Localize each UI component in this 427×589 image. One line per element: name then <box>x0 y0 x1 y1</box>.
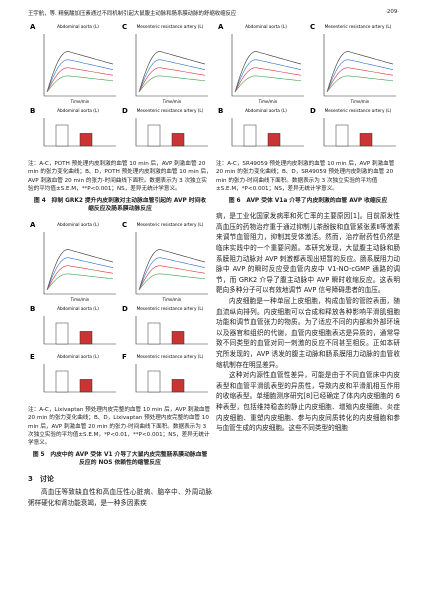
trace <box>46 265 114 290</box>
trace <box>326 51 394 93</box>
panel-title: Abdominal aorta (L) <box>57 306 99 311</box>
bar <box>171 330 185 345</box>
paragraph: 病，是工业化国家发病率和死亡率的主要原因[1]。目前原发性高血压的药物治疗重于通… <box>216 212 400 295</box>
bar <box>79 330 93 345</box>
panel-label: E <box>30 353 35 361</box>
figure: A Abdominal aorta (L) Time/min C Mesenteric … <box>30 23 208 147</box>
bar <box>147 124 161 147</box>
panel-title: Abdominal aorta (L) <box>245 108 287 113</box>
figure-caption: 图 6 AVP 受体 V1a 介导了内皮刺激的血管 AVP 收缩反应 <box>228 197 388 204</box>
panel-label: C <box>122 23 127 31</box>
left-column: A Abdominal aorta (L) Time/min C Mesenteric … <box>28 22 212 508</box>
panel-title: Mesenteric resistance artery (L) <box>137 24 204 29</box>
bar <box>55 370 69 393</box>
panel-label: D <box>122 305 128 313</box>
axes <box>43 231 116 295</box>
panel-title: Abdominal aorta (L) <box>57 24 99 29</box>
bar <box>79 133 93 147</box>
paragraph: 这种对内源性血管性差异，可能是由于不同血管床中内皮表型和血管平滑肌表型的异质性，… <box>216 371 400 433</box>
x-axis-label: Time/min <box>70 297 90 302</box>
bar <box>171 133 185 147</box>
panel-title: Mesenteric resistance artery (L) <box>325 24 392 29</box>
axes <box>135 34 208 97</box>
figure-note: 注：A-C，Lixivaptan 预处理内皮完整的血管 10 min 后，AVP… <box>28 406 211 447</box>
x-axis-label: Time/min <box>258 99 278 104</box>
panel-label: B <box>30 107 35 115</box>
trace <box>46 67 114 93</box>
trace <box>326 75 394 93</box>
bar <box>147 370 161 393</box>
trace <box>46 59 114 93</box>
trace <box>234 51 302 93</box>
x-axis-label: Time/min <box>70 99 90 104</box>
trace <box>234 59 302 93</box>
trace <box>138 67 206 93</box>
trace <box>326 67 394 93</box>
right-column: A Abdominal aorta (L) Time/min C Mesenteric … <box>216 22 400 434</box>
panel-label: C <box>122 221 127 229</box>
panel-title: Mesenteric resistance artery (L) <box>137 108 204 113</box>
trace <box>138 51 206 93</box>
trace <box>138 75 206 93</box>
panel-label: B <box>30 305 35 313</box>
trace <box>138 249 206 290</box>
bar <box>55 322 69 345</box>
axes <box>135 231 208 295</box>
trace <box>46 249 114 290</box>
trace <box>46 257 114 290</box>
trace <box>234 67 302 93</box>
panel-label: F <box>122 353 127 361</box>
axes <box>43 34 116 97</box>
panel-title: Abdominal aorta (L) <box>57 222 99 227</box>
panel-title: Abdominal aorta (L) <box>57 108 99 113</box>
panel-label: B <box>218 107 223 115</box>
bar <box>171 378 185 393</box>
figure: A Abdominal aorta (L) Time/min C Mesenteric … <box>218 23 396 147</box>
panel-label: A <box>30 23 36 31</box>
bar <box>267 133 281 147</box>
panel-title: Mesenteric resistance artery (L) <box>137 306 204 311</box>
bar <box>79 378 93 393</box>
panel-label: D <box>310 107 316 115</box>
figure-caption: 图 5 内皮中的 AVP 受体 V1 介导了大鼠内皮完整肠系膜动脉血管反应的 N… <box>32 451 208 467</box>
figure: A Abdominal aorta (L) Time/min C Mesenteric … <box>30 221 208 393</box>
trace <box>46 75 114 93</box>
bar <box>243 124 257 147</box>
trace <box>138 273 206 290</box>
paragraph: 高血压等致缺血性和高血压性心脏病、脑卒中、外周动脉粥样硬化和肾功能衰竭，是一种多… <box>28 488 212 507</box>
paragraph: 内皮细胞是一种单层上皮细胞，构成血管的管腔表面，随血流纵向排列。内皮细胞可以合成… <box>216 296 400 369</box>
trace <box>46 51 114 93</box>
running-title: 王宇航，等. 精氨酸加压素通过不同机制引起大鼠腹主动脉和肠系膜动脉的舒缩收缩反应 <box>28 11 237 17</box>
figure-note: 注：A-C，POTH 预处理内皮刺激的血管 10 min 后，AVP 刺激血管 … <box>28 161 212 193</box>
trace <box>138 265 206 290</box>
figure-note: 注：A-C，SR49059 预处理内皮刺激的血管 10 min 后，AVP 刺激… <box>216 161 395 193</box>
trace <box>138 257 206 290</box>
section-heading: 3 讨论 <box>28 475 54 484</box>
x-axis-label: Time/min <box>162 297 182 302</box>
panel-title: Mesenteric resistance artery (L) <box>137 354 204 359</box>
axes <box>323 34 396 97</box>
trace <box>234 75 302 93</box>
panel-label: A <box>218 23 224 31</box>
panel-label: D <box>122 107 128 115</box>
panel-title: Abdominal aorta (L) <box>245 24 287 29</box>
page-number: ·209· <box>385 9 399 15</box>
panel-label: A <box>30 221 36 229</box>
trace <box>138 59 206 93</box>
x-axis-label: Time/min <box>162 99 182 104</box>
bar <box>335 124 349 147</box>
panel-title: Abdominal aorta (L) <box>57 354 99 359</box>
panel-label: C <box>310 23 315 31</box>
trace <box>46 273 114 290</box>
axes <box>231 34 304 97</box>
bar <box>359 133 373 147</box>
figure-caption: 图 4 抑制 GRK2 提升内皮刺激对主动脉血管引起的 AVP 时间收缩反应及肠… <box>33 197 207 213</box>
x-axis-label: Time/min <box>350 99 370 104</box>
trace <box>326 59 394 93</box>
bar <box>147 322 161 345</box>
panel-title: Mesenteric resistance artery (L) <box>325 108 392 113</box>
panel-title: Mesenteric resistance artery (L) <box>137 222 204 227</box>
bar <box>55 124 69 147</box>
